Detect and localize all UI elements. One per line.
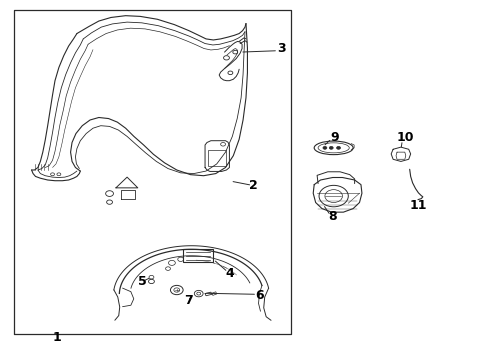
Text: 2: 2: [249, 179, 258, 192]
Circle shape: [329, 147, 333, 149]
Text: 7: 7: [185, 294, 194, 307]
Text: 9: 9: [331, 131, 340, 144]
Text: 4: 4: [225, 267, 234, 280]
Circle shape: [323, 147, 327, 149]
Bar: [183, 249, 213, 262]
Circle shape: [337, 147, 341, 149]
Text: 5: 5: [138, 275, 147, 288]
Bar: [208, 150, 225, 166]
Text: 1: 1: [53, 332, 62, 345]
Text: 11: 11: [409, 198, 427, 212]
Text: 10: 10: [397, 131, 415, 144]
Text: 8: 8: [328, 210, 337, 223]
Text: 6: 6: [255, 288, 264, 302]
Text: 3: 3: [277, 42, 286, 55]
